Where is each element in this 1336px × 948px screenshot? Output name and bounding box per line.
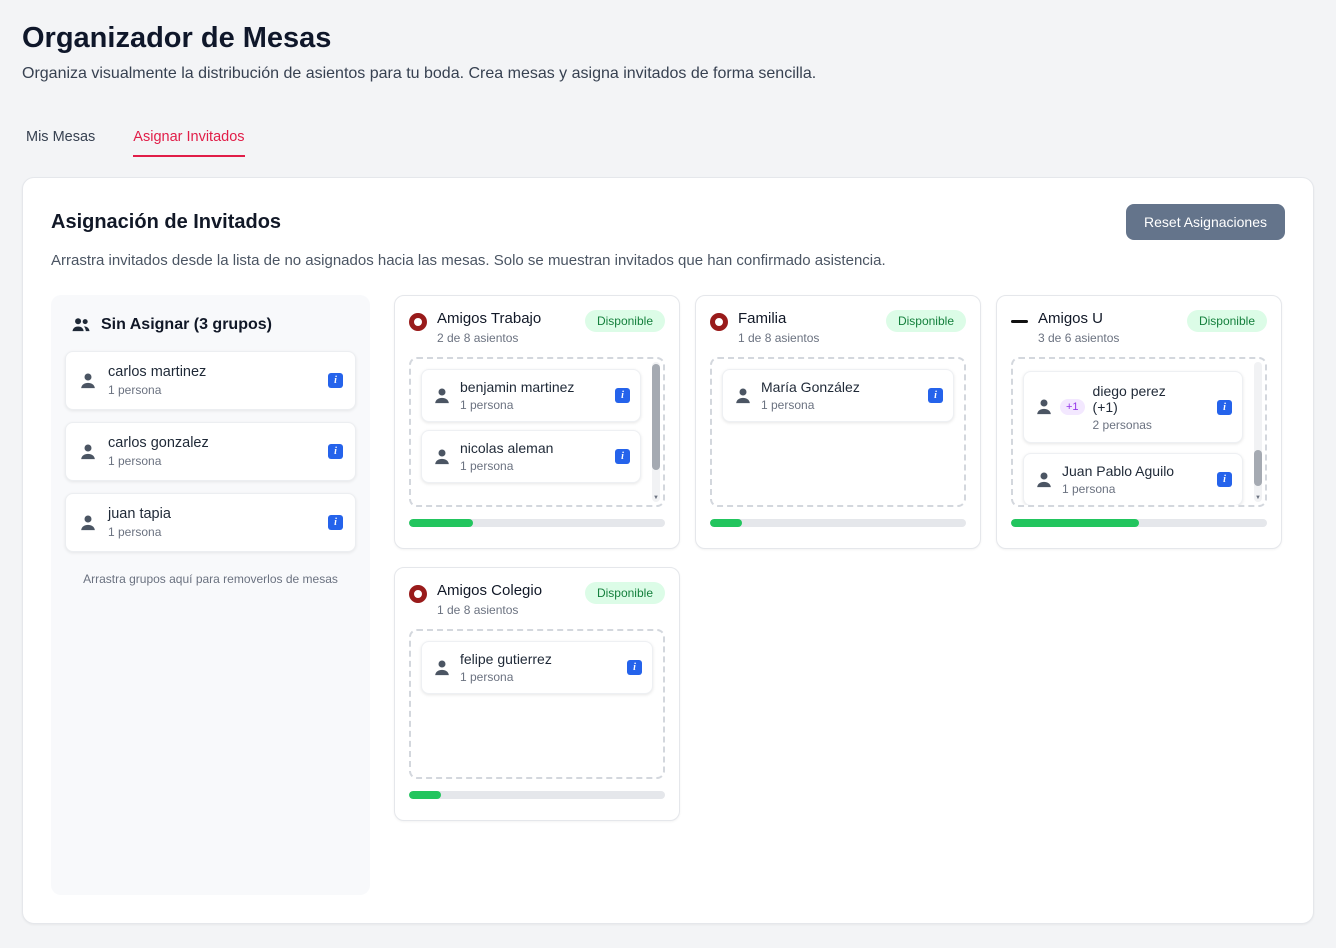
round-table-icon <box>409 313 427 331</box>
scrollbar[interactable]: ▼ <box>1254 362 1262 502</box>
table-card-amigos-colegio: Amigos Colegio 1 de 8 asientos Disponibl… <box>394 567 680 821</box>
guest-size: 1 persona <box>761 398 815 412</box>
guest-size: 1 persona <box>460 459 514 473</box>
assignment-panel: Asignación de Invitados Reset Asignacion… <box>22 177 1314 924</box>
table-name: Amigos Colegio <box>437 582 543 599</box>
group-size: 1 persona <box>108 525 162 539</box>
status-badge: Disponible <box>885 310 966 332</box>
scrollbar-thumb[interactable] <box>652 364 660 471</box>
guest-name: nicolas aleman <box>460 440 554 456</box>
round-table-icon <box>409 585 427 603</box>
drop-zone[interactable]: María González 1 persona i <box>710 357 966 507</box>
users-icon <box>71 315 91 335</box>
panel-title: Asignación de Invitados <box>51 210 282 233</box>
guest-name: María González <box>761 379 860 395</box>
person-icon <box>1034 470 1054 490</box>
panel-description: Arrastra invitados desde la lista de no … <box>51 252 886 269</box>
table-card-amigos-trabajo: Amigos Trabajo 2 de 8 asientos Disponibl… <box>394 295 680 549</box>
info-icon[interactable]: i <box>1217 399 1232 415</box>
guest-size: 1 persona <box>1062 482 1116 496</box>
drop-zone[interactable]: +1 diego perez (+1) 2 personas i Juan Pa… <box>1011 357 1267 507</box>
progress-fill <box>409 519 473 527</box>
guest-size: 1 persona <box>460 670 514 684</box>
table-capacity: 1 de 8 asientos <box>437 603 519 617</box>
info-icon[interactable]: i <box>328 373 343 388</box>
guest-name: felipe gutierrez <box>460 651 552 667</box>
unassigned-title: Sin Asignar (3 grupos) <box>101 316 272 333</box>
scroll-down-arrow[interactable]: ▼ <box>653 495 659 501</box>
reset-assignments-button[interactable]: Reset Asignaciones <box>1126 204 1285 240</box>
table-name: Amigos Trabajo <box>437 310 542 327</box>
tab-asignar-invitados[interactable]: Asignar Invitados <box>133 129 245 157</box>
guest-size: 2 personas <box>1092 417 1152 432</box>
unassigned-panel[interactable]: Sin Asignar (3 grupos) carlos martinez 1… <box>51 295 370 895</box>
progress-bar <box>409 791 665 799</box>
unassigned-hint: Arrastra grupos aquí para removerlos de … <box>83 572 338 586</box>
guest-name: diego perez (+1) <box>1092 382 1166 415</box>
guest-size: 1 persona <box>460 398 514 412</box>
status-badge: Disponible <box>584 310 665 332</box>
info-icon[interactable]: i <box>928 388 943 403</box>
info-icon[interactable]: i <box>615 449 630 464</box>
plus-one-badge: +1 <box>1060 399 1085 415</box>
drop-zone[interactable]: felipe gutierrez 1 persona i <box>409 629 665 779</box>
table-capacity: 3 de 6 asientos <box>1038 331 1120 345</box>
unassigned-group-card[interactable]: juan tapia 1 persona i <box>65 493 356 552</box>
progress-bar <box>1011 519 1267 527</box>
person-icon <box>432 658 452 678</box>
status-badge: Disponible <box>1186 310 1267 332</box>
table-card-familia: Familia 1 de 8 asientos Disponible María… <box>695 295 981 549</box>
table-card-amigos-u: Amigos U 3 de 6 asientos Disponible +1 d… <box>996 295 1282 549</box>
info-icon[interactable]: i <box>328 444 343 459</box>
guest-name: benjamin martinez <box>460 379 575 395</box>
progress-fill <box>1011 519 1139 527</box>
group-name: juan tapia <box>108 506 171 522</box>
progress-fill <box>710 519 742 527</box>
guest-card[interactable]: benjamin martinez 1 persona i <box>421 369 641 422</box>
tab-bar: Mis Mesas Asignar Invitados <box>22 129 1314 157</box>
table-name: Familia <box>738 310 787 327</box>
person-icon <box>78 513 98 533</box>
guest-name: Juan Pablo Aguilo <box>1062 463 1175 479</box>
group-size: 1 persona <box>108 454 162 468</box>
rectangular-table-icon <box>1011 320 1028 323</box>
table-name: Amigos U <box>1038 310 1104 327</box>
guest-card[interactable]: felipe gutierrez 1 persona i <box>421 641 653 694</box>
person-icon <box>78 371 98 391</box>
person-icon <box>432 386 452 406</box>
page-subtitle: Organiza visualmente la distribución de … <box>22 65 817 82</box>
info-icon[interactable]: i <box>328 515 343 530</box>
guest-card[interactable]: +1 diego perez (+1) 2 personas i <box>1023 371 1243 443</box>
progress-bar <box>409 519 665 527</box>
scrollbar[interactable]: ▼ <box>652 362 660 502</box>
table-capacity: 1 de 8 asientos <box>738 331 820 345</box>
group-name: carlos martinez <box>108 364 207 380</box>
status-badge: Disponible <box>584 582 665 604</box>
unassigned-group-card[interactable]: carlos gonzalez 1 persona i <box>65 422 356 481</box>
unassigned-group-card[interactable]: carlos martinez 1 persona i <box>65 351 356 410</box>
group-size: 1 persona <box>108 383 162 397</box>
scroll-down-arrow[interactable]: ▼ <box>1255 495 1261 501</box>
drop-zone[interactable]: benjamin martinez 1 persona i nicolas al… <box>409 357 665 507</box>
tables-grid: Amigos Trabajo 2 de 8 asientos Disponibl… <box>394 295 1282 895</box>
guest-card[interactable]: María González 1 persona i <box>722 369 954 422</box>
person-icon <box>78 442 98 462</box>
guest-card[interactable]: Juan Pablo Aguilo 1 persona i <box>1023 453 1243 505</box>
scrollbar-thumb[interactable] <box>1254 449 1262 486</box>
progress-bar <box>710 519 966 527</box>
person-icon <box>733 386 753 406</box>
progress-fill <box>409 791 441 799</box>
info-icon[interactable]: i <box>615 388 630 403</box>
round-table-icon <box>710 313 728 331</box>
person-icon <box>1034 397 1054 417</box>
info-icon[interactable]: i <box>1217 472 1232 487</box>
table-capacity: 2 de 8 asientos <box>437 331 519 345</box>
tab-mis-mesas[interactable]: Mis Mesas <box>26 129 96 145</box>
group-name: carlos gonzalez <box>108 435 209 451</box>
guest-card[interactable]: nicolas aleman 1 persona i <box>421 430 641 483</box>
person-icon <box>432 447 452 467</box>
page-title: Organizador de Mesas <box>22 22 332 54</box>
info-icon[interactable]: i <box>627 660 642 675</box>
